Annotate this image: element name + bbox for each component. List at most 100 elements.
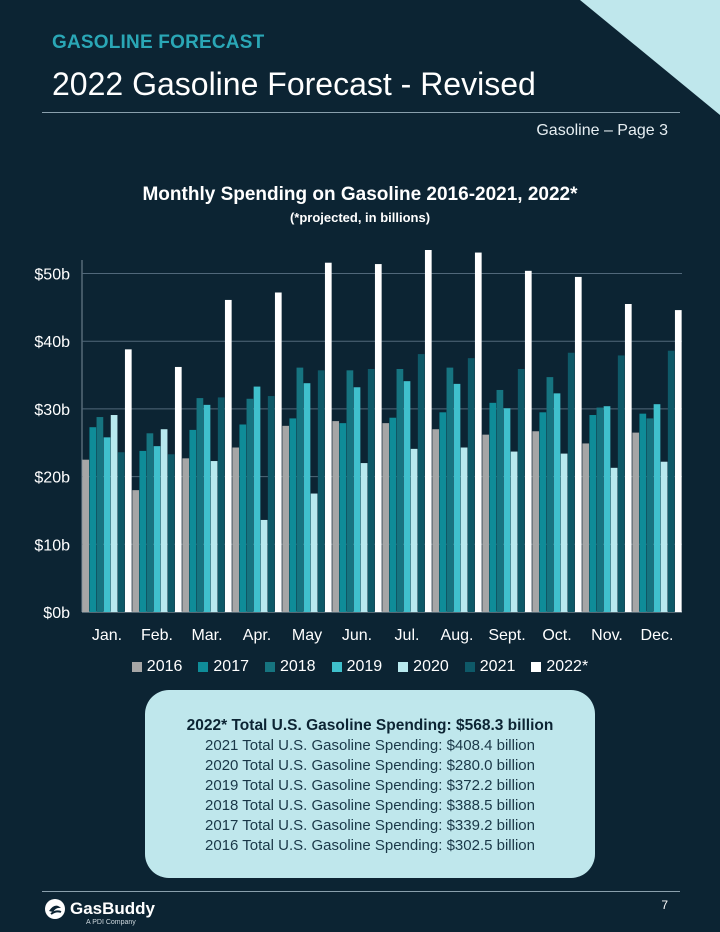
bar-2020-jan bbox=[110, 415, 118, 612]
bar-2020-sept bbox=[510, 451, 518, 612]
logo-text: GasBuddy bbox=[70, 899, 156, 918]
bar-2016-may bbox=[282, 425, 290, 612]
summary-line: 2021 Total U.S. Gasoline Spending: $408.… bbox=[205, 737, 535, 754]
bar-2016-apr bbox=[232, 447, 240, 612]
bar-2021-jun bbox=[367, 368, 375, 612]
bar-2016-jan bbox=[82, 459, 90, 612]
bar-2019-dec bbox=[653, 404, 661, 612]
x-tick-label: Jun. bbox=[342, 627, 372, 644]
bar-2017-feb bbox=[139, 450, 147, 612]
legend-label: 2016 bbox=[146, 658, 183, 675]
bar-2020-may bbox=[310, 493, 318, 612]
bar-2019-may bbox=[303, 383, 311, 612]
corner-accent bbox=[580, 0, 720, 115]
gasbuddy-logo-icon bbox=[45, 899, 65, 919]
bar-2018-mar bbox=[196, 398, 204, 612]
legend-item: 2021 bbox=[464, 658, 516, 676]
x-tick-label: May bbox=[292, 627, 322, 644]
legend-swatch bbox=[398, 662, 409, 672]
summary-line: 2020 Total U.S. Gasoline Spending: $280.… bbox=[205, 757, 535, 774]
bar-2022-dec bbox=[674, 310, 682, 612]
bar-2019-aug bbox=[453, 383, 461, 612]
bar-2019-jan bbox=[103, 437, 111, 612]
bar-2018-oct bbox=[546, 377, 554, 612]
y-tick-label: $0b bbox=[43, 605, 70, 622]
bar-2017-jan bbox=[89, 427, 97, 612]
bar-2020-dec bbox=[660, 461, 668, 612]
bar-2020-nov bbox=[610, 467, 618, 612]
bar-2016-dec bbox=[632, 432, 640, 612]
x-tick-label: Oct. bbox=[542, 627, 571, 644]
bar-2021-oct bbox=[567, 352, 575, 612]
bar-2018-apr bbox=[246, 398, 254, 612]
bar-2019-jul bbox=[403, 381, 411, 612]
top-divider bbox=[42, 112, 680, 113]
bar-2017-aug bbox=[439, 412, 447, 612]
x-tick-label: Apr. bbox=[243, 627, 271, 644]
y-tick-label: $20b bbox=[34, 470, 70, 487]
bar-2021-dec bbox=[667, 350, 675, 612]
bar-2019-jun bbox=[353, 387, 361, 612]
legend-item: 2020 bbox=[398, 658, 449, 676]
bar-2017-jun bbox=[339, 423, 347, 612]
page-reference: Gasoline – Page 3 bbox=[536, 122, 668, 139]
legend-label: 2021 bbox=[479, 658, 516, 675]
bar-2021-sept bbox=[517, 368, 525, 612]
y-tick-label: $10b bbox=[34, 537, 70, 554]
summary-line: 2019 Total U.S. Gasoline Spending: $372.… bbox=[205, 777, 535, 794]
bar-2016-feb bbox=[132, 490, 140, 612]
bar-2019-mar bbox=[203, 404, 211, 612]
legend-item: 2018 bbox=[264, 658, 316, 676]
bar-2020-aug bbox=[460, 447, 468, 612]
page-number: 7 bbox=[661, 898, 668, 912]
bar-2018-aug bbox=[446, 367, 454, 612]
bar-2022-mar bbox=[224, 299, 232, 612]
bar-2022-may bbox=[324, 262, 332, 612]
bar-2018-jun bbox=[346, 370, 354, 612]
bar-2016-sept bbox=[482, 434, 490, 612]
x-tick-label: Sept. bbox=[488, 627, 525, 644]
legend-swatch bbox=[198, 662, 209, 672]
bar-2017-jul bbox=[389, 417, 397, 612]
bar-2020-jun bbox=[360, 463, 368, 612]
summary-total-2022: 2022* Total U.S. Gasoline Spending: $568… bbox=[186, 717, 554, 734]
summary-line: 2016 Total U.S. Gasoline Spending: $302.… bbox=[205, 837, 535, 854]
bar-2020-mar bbox=[210, 461, 218, 612]
bar-2021-feb bbox=[167, 454, 175, 612]
bar-2021-jul bbox=[417, 354, 425, 612]
bar-2022-oct bbox=[574, 276, 582, 612]
legend-swatch bbox=[464, 662, 475, 672]
y-tick-label: $30b bbox=[34, 402, 70, 419]
bar-2017-may bbox=[289, 418, 297, 612]
bar-2022-jul bbox=[424, 250, 432, 612]
bar-2017-oct bbox=[539, 412, 547, 612]
legend-label: 2018 bbox=[279, 658, 316, 675]
bar-2022-apr bbox=[274, 292, 282, 612]
bar-2018-nov bbox=[596, 407, 604, 612]
section-label: GASOLINE FORECAST bbox=[52, 32, 265, 53]
bar-2022-jun bbox=[374, 264, 382, 612]
bar-2019-oct bbox=[553, 393, 561, 612]
bar-2018-feb bbox=[146, 433, 154, 612]
legend-swatch bbox=[531, 662, 542, 672]
bar-2019-feb bbox=[153, 446, 161, 612]
summary-panel: 2022* Total U.S. Gasoline Spending: $568… bbox=[145, 690, 595, 878]
bar-2017-sept bbox=[489, 402, 497, 612]
bar-2019-nov bbox=[603, 406, 611, 612]
legend-item: 2019 bbox=[331, 658, 383, 676]
bar-2022-feb bbox=[174, 366, 182, 612]
bar-2017-apr bbox=[239, 424, 247, 612]
legend-label: 2019 bbox=[346, 658, 383, 675]
bar-2016-jul bbox=[382, 423, 390, 612]
legend-swatch bbox=[131, 662, 142, 672]
summary-line: 2018 Total U.S. Gasoline Spending: $388.… bbox=[205, 797, 535, 814]
x-tick-label: Nov. bbox=[591, 627, 623, 644]
chart-title: Monthly Spending on Gasoline 2016-2021, … bbox=[142, 184, 578, 205]
y-tick-label: $50b bbox=[34, 267, 70, 284]
bar-2016-oct bbox=[532, 431, 540, 612]
bar-2017-nov bbox=[589, 415, 597, 612]
x-tick-label: Mar. bbox=[191, 627, 222, 644]
bar-2020-feb bbox=[160, 429, 168, 612]
bar-2016-nov bbox=[582, 443, 590, 612]
bar-2021-mar bbox=[217, 397, 225, 612]
